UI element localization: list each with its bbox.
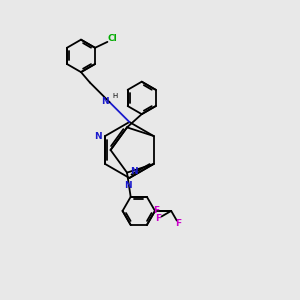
Text: N: N	[94, 131, 102, 140]
Text: N: N	[101, 97, 109, 106]
Text: F: F	[153, 206, 160, 215]
Text: H: H	[113, 93, 118, 99]
Text: N: N	[130, 167, 137, 176]
Text: N: N	[124, 181, 132, 190]
Text: F: F	[176, 219, 182, 228]
Text: Cl: Cl	[108, 34, 118, 43]
Text: F: F	[155, 214, 161, 223]
